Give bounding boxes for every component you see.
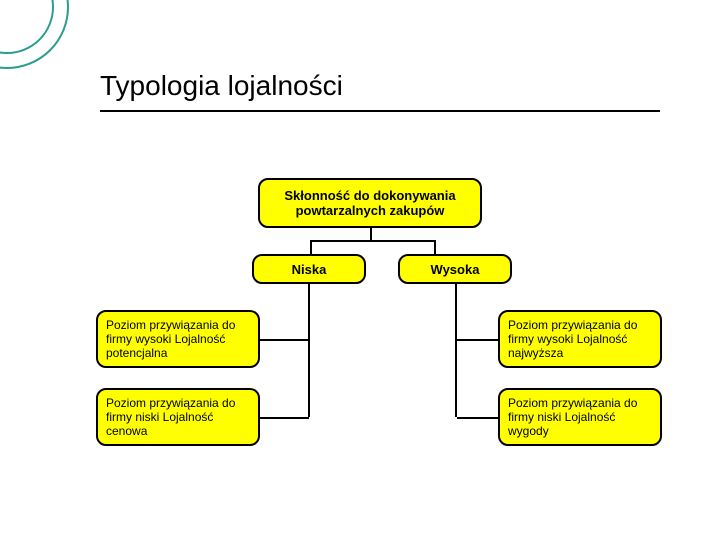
- connector-line: [308, 284, 310, 417]
- leaf-text: Poziom przywiązania do firmy wysoki Loja…: [106, 318, 250, 360]
- corner-circle-inner: [0, 0, 69, 69]
- leaf-text: Poziom przywiązania do firmy niski Lojal…: [106, 396, 250, 438]
- root-box: Skłonność do dokonywania powtarzalnych z…: [258, 178, 482, 228]
- leaf-box-left-2: Poziom przywiązania do firmy niski Lojal…: [96, 388, 260, 446]
- connector-line: [260, 417, 309, 419]
- level2-label: Wysoka: [431, 262, 480, 277]
- slide-title: Typologia lojalności: [100, 70, 343, 102]
- connector-line: [455, 284, 457, 417]
- connector-line: [457, 339, 498, 341]
- connector-line: [434, 240, 436, 254]
- level2-box-niska: Niska: [252, 254, 366, 284]
- leaf-text: Poziom przywiązania do firmy wysoki Loja…: [508, 318, 652, 360]
- level2-box-wysoka: Wysoka: [398, 254, 512, 284]
- connector-line: [260, 339, 309, 341]
- leaf-text: Poziom przywiązania do firmy niski Lojal…: [508, 396, 652, 438]
- leaf-box-left-1: Poziom przywiązania do firmy wysoki Loja…: [96, 310, 260, 368]
- level2-label: Niska: [292, 262, 327, 277]
- connector-line: [310, 240, 312, 254]
- root-box-text: Skłonność do dokonywania powtarzalnych z…: [264, 188, 476, 218]
- title-underline: [100, 110, 660, 112]
- leaf-box-right-2: Poziom przywiązania do firmy niski Lojal…: [498, 388, 662, 446]
- leaf-box-right-1: Poziom przywiązania do firmy wysoki Loja…: [498, 310, 662, 368]
- connector-line: [457, 417, 498, 419]
- connector-line: [310, 240, 436, 242]
